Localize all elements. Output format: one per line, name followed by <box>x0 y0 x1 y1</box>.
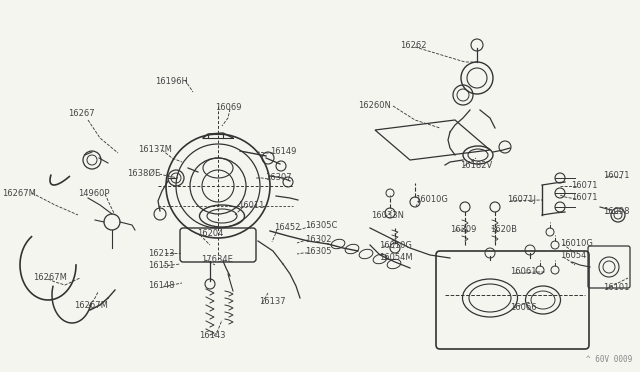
Text: 16148: 16148 <box>148 282 175 291</box>
Text: 16054: 16054 <box>560 251 586 260</box>
Text: 16196H: 16196H <box>155 77 188 87</box>
Text: 16098: 16098 <box>603 208 630 217</box>
Text: 14960P: 14960P <box>78 189 109 198</box>
Text: 16054M: 16054M <box>379 253 413 263</box>
Text: 16267: 16267 <box>68 109 95 118</box>
Text: 16307: 16307 <box>265 173 292 183</box>
Text: 16267M: 16267M <box>33 273 67 282</box>
Text: 16010G: 16010G <box>560 238 593 247</box>
Text: 16151: 16151 <box>148 260 174 269</box>
Text: 16260N: 16260N <box>358 100 391 109</box>
Text: 16267M: 16267M <box>2 189 36 198</box>
Text: 16452: 16452 <box>274 224 300 232</box>
Text: 16071J: 16071J <box>507 196 536 205</box>
Text: 16182V: 16182V <box>460 160 492 170</box>
Text: 16209: 16209 <box>450 224 476 234</box>
Text: 16010G: 16010G <box>379 241 412 250</box>
Text: 1638ØE: 1638ØE <box>127 169 160 177</box>
Text: ^ 60V 0009: ^ 60V 0009 <box>586 355 632 364</box>
Text: 16137M: 16137M <box>138 144 172 154</box>
Text: 16033N: 16033N <box>371 212 404 221</box>
Text: 16066: 16066 <box>510 302 536 311</box>
Text: 17634E: 17634E <box>201 254 233 263</box>
Text: 16305C: 16305C <box>305 221 337 231</box>
Text: 16137: 16137 <box>259 298 285 307</box>
Text: 16071: 16071 <box>571 193 598 202</box>
Text: 16149: 16149 <box>270 148 296 157</box>
Text: 16071: 16071 <box>571 180 598 189</box>
Text: 16143: 16143 <box>199 330 225 340</box>
Text: 16204: 16204 <box>197 230 223 238</box>
Text: 16069: 16069 <box>215 103 241 112</box>
Text: 16213: 16213 <box>148 248 175 257</box>
Text: 16071: 16071 <box>603 170 630 180</box>
Text: 16262: 16262 <box>400 42 426 51</box>
Text: 16267M: 16267M <box>74 301 108 310</box>
Text: 16011: 16011 <box>238 202 264 211</box>
Text: 1620B: 1620B <box>490 224 517 234</box>
Text: 16305: 16305 <box>305 247 332 257</box>
Text: 16061: 16061 <box>510 267 536 276</box>
Text: 16010G: 16010G <box>415 196 448 205</box>
Text: 16101: 16101 <box>603 283 629 292</box>
Text: 16302: 16302 <box>305 234 332 244</box>
